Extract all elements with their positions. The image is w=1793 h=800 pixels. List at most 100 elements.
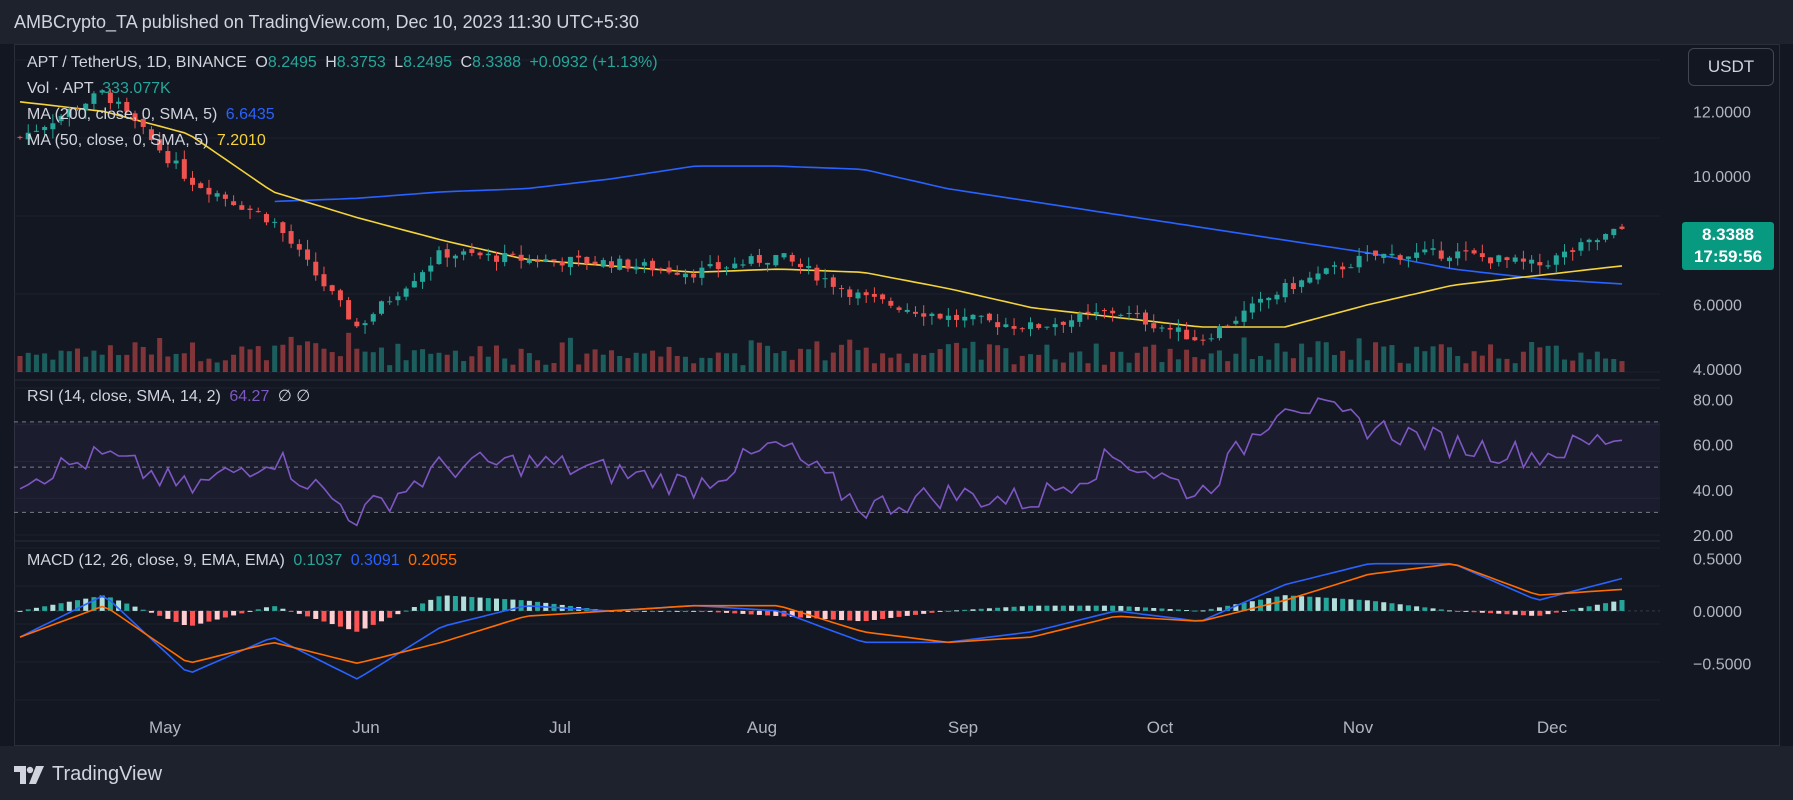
candle-body (206, 187, 212, 195)
macd-histogram-bar (814, 610, 820, 619)
candle-body (724, 267, 730, 269)
volume-bar (58, 350, 64, 372)
macd-histogram-bar (1594, 604, 1600, 611)
volume-bar (1184, 349, 1190, 372)
macd-histogram-bar (748, 610, 754, 615)
macd-histogram-bar (116, 600, 122, 611)
macd-histogram-bar (1348, 599, 1354, 611)
candle-body (773, 255, 779, 266)
macd-histogram-bar (978, 608, 984, 611)
change-value: +0.0932 (+1.13%) (529, 54, 658, 71)
volume-bar (1529, 342, 1535, 372)
candle-body (806, 265, 812, 268)
volume-bar (617, 355, 623, 372)
candle-body (1520, 258, 1526, 262)
macd-histogram-bar (1258, 599, 1264, 611)
macd-histogram-bar (1438, 609, 1444, 611)
macd-histogram-bar (1570, 609, 1576, 611)
volume-bar (33, 354, 39, 372)
rsi-value: 64.27 (229, 388, 270, 405)
macd-histogram-bar (502, 599, 508, 611)
candle-body (1397, 255, 1403, 260)
macd-histogram-bar (420, 603, 426, 611)
candle-body (1011, 326, 1017, 329)
tradingview-logo[interactable]: TradingView (14, 763, 162, 786)
macd-histogram-bar (1340, 598, 1346, 611)
macd-histogram-bar (214, 610, 220, 620)
macd-histogram-bar (715, 610, 721, 613)
candle-body (1529, 259, 1535, 264)
candle-body (411, 281, 417, 288)
candle-body (1504, 257, 1510, 261)
volume-bar (633, 352, 639, 372)
volume-bar (847, 339, 853, 372)
candle-body (921, 313, 927, 317)
volume-bar (789, 359, 795, 372)
volume-bar (1019, 355, 1025, 372)
candle-body (1192, 337, 1198, 341)
volume-bar (822, 360, 828, 372)
macd-histogram-bar (1167, 609, 1173, 611)
volume-bar (157, 338, 163, 372)
volume-bar (461, 361, 467, 372)
macd-histogram-bar (789, 610, 795, 617)
candle-body (1422, 249, 1428, 253)
candle-body (937, 313, 943, 319)
volume-bar (387, 365, 393, 372)
currency-button[interactable]: USDT (1688, 48, 1774, 86)
macd-histogram-bar (1463, 610, 1469, 612)
open-value: 8.2495 (267, 54, 317, 71)
candle-body (666, 267, 672, 273)
macd-histogram-bar (411, 607, 417, 611)
candle-body (33, 130, 39, 132)
candle-body (1027, 322, 1033, 329)
candle-body (17, 136, 23, 138)
candle-body (502, 253, 508, 263)
macd-histogram-bar (1520, 610, 1526, 616)
macd-histogram-bar (403, 610, 409, 612)
macd-histogram-bar (1274, 596, 1280, 611)
volume-bar (724, 353, 730, 372)
macd-histogram-bar (658, 610, 664, 612)
macd-histogram-bar (181, 610, 187, 626)
candle-body (296, 244, 302, 250)
volume-bar (1603, 358, 1609, 372)
volume-bar (1110, 351, 1116, 372)
volume-bar (600, 354, 606, 372)
volume-bar (1069, 352, 1075, 372)
macd-histogram-bar (1216, 607, 1222, 611)
ma200-line (274, 165, 1623, 285)
volume-bar (1397, 362, 1403, 372)
top-bar: AMBCrypto_TA published on TradingView.co… (0, 0, 1793, 44)
macd-histogram-bar (1537, 610, 1543, 616)
volume-bar (1389, 345, 1395, 372)
volume-bar (305, 341, 311, 372)
candle-body (1233, 320, 1239, 324)
candle-body (1126, 312, 1132, 314)
volume-bar (288, 336, 294, 372)
candle-body (740, 264, 746, 266)
volume-bar (280, 344, 286, 372)
candle-body (485, 253, 491, 256)
volume-bar (592, 349, 598, 372)
macd-histogram-bar (1241, 602, 1247, 611)
candle-body (797, 263, 803, 267)
candle-body (822, 278, 828, 280)
macd-histogram-bar (231, 610, 237, 616)
candle-body (1044, 326, 1050, 328)
macd-histogram-bar (625, 610, 631, 612)
close-value: 8.3388 (472, 54, 521, 71)
macd-histogram-bar (880, 610, 886, 619)
macd-histogram-bar (1446, 610, 1452, 612)
volume-label: Vol · APT (27, 80, 94, 97)
candle-body (1019, 328, 1025, 330)
volume-bar (222, 360, 228, 372)
volume-bar (937, 349, 943, 372)
macd-histogram-bar (830, 610, 836, 620)
volume-bar (1578, 352, 1584, 372)
macd-histogram-bar (1208, 608, 1214, 611)
volume-bar (66, 351, 72, 372)
macd-histogram-bar (1504, 610, 1510, 615)
macd-legend: MACD (12, 26, close, 9, EMA, EMA) 0.1037… (27, 552, 461, 570)
